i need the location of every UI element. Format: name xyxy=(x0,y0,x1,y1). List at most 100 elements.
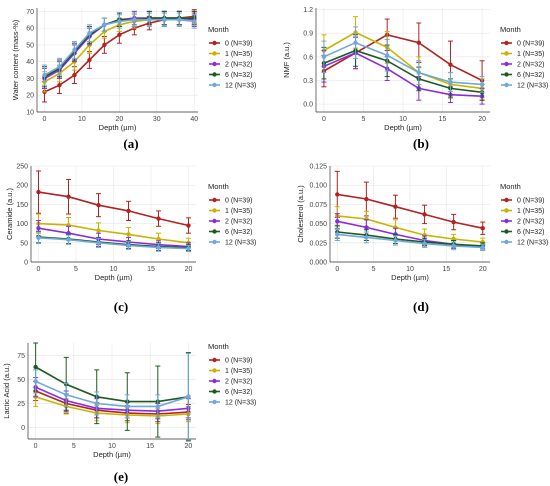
legend: Month 0 (N=39) 1 (N=35) 2 (N=32) 6 (N=32) 12 … xyxy=(500,25,548,90)
y-tick-label: 0.3 xyxy=(303,78,313,85)
series-line xyxy=(38,222,189,244)
data-point xyxy=(102,22,107,27)
legend-entry-label: 2 (N=32) xyxy=(517,219,544,226)
legend-entry-label: 0 (N=39) xyxy=(225,358,252,365)
y-tick-label: 0.000 xyxy=(309,260,327,267)
series-12-months xyxy=(33,353,191,441)
data-point xyxy=(117,19,122,24)
legend-entry-label: 1 (N=35) xyxy=(517,51,544,58)
chart-panel-4: 0.000 0.025 0.050 0.075 0.100 0.125 0 5 10 15 20 De… xyxy=(296,164,548,315)
data-point xyxy=(125,404,130,409)
data-point xyxy=(321,54,327,60)
data-point xyxy=(479,82,485,87)
legend-entry-label: 1 (N=35) xyxy=(517,208,544,215)
panel-label: (c) xyxy=(114,299,128,314)
legend-entry-label: 12 (N=33) xyxy=(517,240,548,247)
y-tick-label: 50 xyxy=(17,377,25,384)
panel-label: (e) xyxy=(114,469,128,484)
data-point xyxy=(448,62,453,67)
legend-entry-label: 6 (N=32) xyxy=(517,229,544,236)
legend-title: Month xyxy=(500,182,521,191)
series-line xyxy=(35,390,189,415)
y-tick-label: 0.6 xyxy=(303,54,313,61)
y-tick-label: 0.9 xyxy=(303,31,313,38)
series-line xyxy=(323,41,483,86)
legend-swatch-point xyxy=(504,239,509,245)
x-tick-label: 10 xyxy=(78,116,86,123)
data-point xyxy=(422,241,427,246)
data-point xyxy=(57,82,62,88)
data-point xyxy=(156,236,161,242)
y-axis-label: Water content (mass-%) xyxy=(11,19,20,100)
data-point xyxy=(335,232,340,237)
data-point xyxy=(451,243,456,249)
data-point xyxy=(186,394,191,399)
data-point xyxy=(87,30,92,36)
data-point xyxy=(448,79,453,85)
data-point xyxy=(393,238,398,243)
x-tick-label: 20 xyxy=(478,116,486,123)
x-tick-label: 0 xyxy=(43,116,47,123)
data-point xyxy=(156,245,161,250)
x-tick-label: 20 xyxy=(115,116,123,123)
chart-panel-5: 0 25 50 75 0 5 10 15 20 Depth (µm) Lactic Acid (a.… xyxy=(2,342,256,484)
series-12-months xyxy=(41,12,197,86)
legend-title: Month xyxy=(208,342,229,351)
x-tick-label: 15 xyxy=(442,266,450,273)
y-tick-label: 0.100 xyxy=(309,183,327,190)
data-point xyxy=(66,237,71,242)
legend-entry-label: 2 (N=32) xyxy=(225,379,252,386)
data-point xyxy=(364,225,369,230)
legend-swatch-point xyxy=(212,357,217,363)
x-tick-label: 0 xyxy=(34,443,38,450)
y-tick-label: 20 xyxy=(26,93,34,100)
y-tick-label: 75 xyxy=(17,353,25,360)
legend-entry-label: 12 (N=33) xyxy=(225,83,256,90)
legend-entry-label: 2 (N=32) xyxy=(225,62,252,69)
data-point xyxy=(364,196,369,202)
legend-swatch-point xyxy=(504,40,509,46)
legend-swatch-point xyxy=(212,218,217,224)
legend: Month 0 (N=39) 1 (N=35) 2 (N=32) 6 (N=32) 12 … xyxy=(208,25,256,90)
y-tick-label: 40 xyxy=(26,59,34,66)
legend-entry-label: 0 (N=39) xyxy=(517,41,544,48)
x-tick-label: 5 xyxy=(372,266,376,273)
series-12-months xyxy=(321,26,485,93)
data-point xyxy=(393,204,398,209)
legend-swatch-point xyxy=(212,197,217,203)
chart-panel-2: 0.0 0.3 0.6 0.9 1.2 0 5 10 15 20 Depth (µm) NMF (a.… xyxy=(282,7,548,151)
data-point xyxy=(364,235,369,240)
legend-title: Month xyxy=(208,25,229,34)
data-point xyxy=(72,47,77,53)
data-point xyxy=(186,246,191,251)
data-point xyxy=(36,235,41,241)
legend: Month 0 (N=39) 1 (N=35) 2 (N=32) 6 (N=32) 12 … xyxy=(208,342,256,407)
data-point xyxy=(102,42,107,48)
legend-entry-label: 6 (N=32) xyxy=(517,72,544,79)
x-tick-label: 0 xyxy=(37,266,41,273)
y-tick-label: 0.050 xyxy=(309,221,327,228)
y-tick-label: 0 xyxy=(21,425,25,432)
data-point xyxy=(66,194,71,199)
data-point xyxy=(155,404,161,409)
data-point xyxy=(335,219,340,224)
data-point xyxy=(162,17,167,22)
data-point xyxy=(117,32,122,38)
x-tick-label: 5 xyxy=(74,266,78,273)
legend-entry-label: 0 (N=39) xyxy=(517,198,544,205)
y-tick-label: 50 xyxy=(20,240,28,247)
legend-swatch-point xyxy=(504,82,509,88)
data-point xyxy=(126,243,131,248)
legend-swatch-point xyxy=(212,82,217,88)
panel-label: (d) xyxy=(413,299,429,314)
series-line xyxy=(323,49,483,94)
series-line xyxy=(38,191,189,227)
x-tick-label: 0 xyxy=(322,116,326,123)
data-point xyxy=(416,40,422,45)
x-tick-label: 0 xyxy=(335,266,339,273)
legend-swatch-point xyxy=(212,208,217,213)
y-tick-label: 100 xyxy=(16,221,28,228)
x-axis-label: Depth (µm) xyxy=(391,273,429,282)
y-tick-label: 0.0 xyxy=(303,102,313,109)
series-line xyxy=(38,227,189,248)
